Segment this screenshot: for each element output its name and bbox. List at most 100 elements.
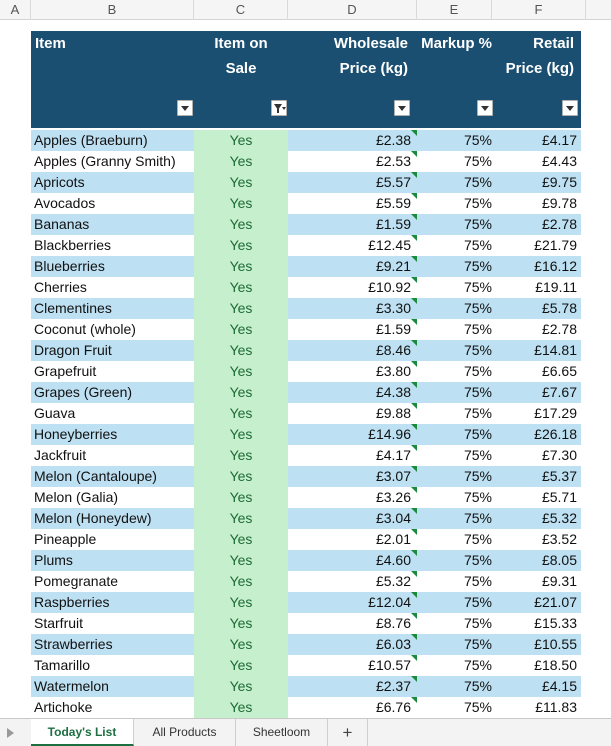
- filter-dropdown-item-icon[interactable]: [177, 100, 193, 116]
- markup-cell[interactable]: 75%: [463, 489, 492, 505]
- table-row[interactable]: Dragon Fruit Yes £8.46 75% £14.81: [31, 340, 581, 361]
- wholesale-price-cell[interactable]: £5.32: [375, 573, 411, 589]
- item-on-sale-cell[interactable]: Yes: [194, 592, 288, 613]
- wholesale-price-cell[interactable]: £1.59: [375, 216, 411, 232]
- retail-price-cell[interactable]: £17.29: [534, 405, 577, 421]
- item-cell[interactable]: Melon (Cantaloupe): [34, 468, 157, 484]
- markup-cell[interactable]: 75%: [463, 699, 492, 715]
- table-row[interactable]: Apples (Braeburn) Yes £2.38 75% £4.17: [31, 130, 581, 151]
- worksheet-grid[interactable]: Item Item on Sale Wholesale Price (kg) M…: [0, 21, 611, 718]
- filter-dropdown-retail-icon[interactable]: [562, 100, 578, 116]
- item-on-sale-cell[interactable]: Yes: [194, 277, 288, 298]
- wholesale-price-cell[interactable]: £5.59: [375, 195, 411, 211]
- markup-cell[interactable]: 75%: [463, 531, 492, 547]
- error-indicator-icon[interactable]: [411, 193, 417, 199]
- markup-cell[interactable]: 75%: [463, 279, 492, 295]
- table-row[interactable]: Raspberries Yes £12.04 75% £21.07: [31, 592, 581, 613]
- error-indicator-icon[interactable]: [411, 466, 417, 472]
- wholesale-price-cell[interactable]: £2.01: [375, 531, 411, 547]
- markup-cell[interactable]: 75%: [463, 678, 492, 694]
- table-row[interactable]: Coconut (whole) Yes £1.59 75% £2.78: [31, 319, 581, 340]
- wholesale-price-cell[interactable]: £3.30: [375, 300, 411, 316]
- column-header-f[interactable]: F: [492, 0, 586, 20]
- item-cell[interactable]: Apricots: [34, 174, 85, 190]
- tab-scroll-right-icon[interactable]: [7, 728, 14, 738]
- table-row[interactable]: Plums Yes £4.60 75% £8.05: [31, 550, 581, 571]
- item-on-sale-cell[interactable]: Yes: [194, 445, 288, 466]
- retail-price-cell[interactable]: £4.15: [541, 678, 577, 694]
- wholesale-price-cell[interactable]: £12.45: [368, 237, 411, 253]
- item-cell[interactable]: Apples (Granny Smith): [34, 153, 176, 169]
- retail-price-cell[interactable]: £9.31: [541, 573, 577, 589]
- retail-price-cell[interactable]: £19.11: [535, 279, 577, 295]
- wholesale-price-cell[interactable]: £12.04: [368, 594, 411, 610]
- header-markup[interactable]: Markup %: [421, 35, 492, 52]
- retail-price-cell[interactable]: £6.65: [541, 363, 577, 379]
- retail-price-cell[interactable]: £4.43: [541, 153, 577, 169]
- item-cell[interactable]: Coconut (whole): [34, 321, 136, 337]
- wholesale-price-cell[interactable]: £10.92: [368, 279, 411, 295]
- error-indicator-icon[interactable]: [411, 655, 417, 661]
- error-indicator-icon[interactable]: [411, 319, 417, 325]
- item-on-sale-cell[interactable]: Yes: [194, 151, 288, 172]
- markup-cell[interactable]: 75%: [463, 594, 492, 610]
- item-on-sale-cell[interactable]: Yes: [194, 466, 288, 487]
- markup-cell[interactable]: 75%: [463, 258, 492, 274]
- wholesale-price-cell[interactable]: £4.38: [375, 384, 411, 400]
- markup-cell[interactable]: 75%: [463, 195, 492, 211]
- retail-price-cell[interactable]: £5.37: [541, 468, 577, 484]
- markup-cell[interactable]: 75%: [463, 384, 492, 400]
- item-on-sale-cell[interactable]: Yes: [194, 361, 288, 382]
- table-row[interactable]: Grapes (Green) Yes £4.38 75% £7.67: [31, 382, 581, 403]
- error-indicator-icon[interactable]: [411, 487, 417, 493]
- item-cell[interactable]: Clementines: [34, 300, 112, 316]
- markup-cell[interactable]: 75%: [463, 636, 492, 652]
- error-indicator-icon[interactable]: [411, 235, 417, 241]
- table-row[interactable]: Melon (Galia) Yes £3.26 75% £5.71: [31, 487, 581, 508]
- item-cell[interactable]: Guava: [34, 405, 76, 421]
- item-cell[interactable]: Blueberries: [34, 258, 105, 274]
- item-cell[interactable]: Tamarillo: [34, 657, 91, 673]
- tab-sheetloom[interactable]: Sheetloom: [236, 719, 328, 746]
- error-indicator-icon[interactable]: [411, 676, 417, 682]
- table-row[interactable]: Melon (Honeydew) Yes £3.04 75% £5.32: [31, 508, 581, 529]
- wholesale-price-cell[interactable]: £9.88: [375, 405, 411, 421]
- table-row[interactable]: Jackfruit Yes £4.17 75% £7.30: [31, 445, 581, 466]
- item-cell[interactable]: Avocados: [34, 195, 96, 211]
- header-wholesale-line1[interactable]: Wholesale: [333, 35, 408, 52]
- wholesale-price-cell[interactable]: £1.59: [375, 321, 411, 337]
- column-header-c[interactable]: C: [194, 0, 288, 20]
- error-indicator-icon[interactable]: [411, 361, 417, 367]
- item-cell[interactable]: Watermelon: [34, 678, 109, 694]
- markup-cell[interactable]: 75%: [463, 657, 492, 673]
- column-header-e[interactable]: E: [417, 0, 492, 20]
- table-row[interactable]: Pineapple Yes £2.01 75% £3.52: [31, 529, 581, 550]
- item-cell[interactable]: Melon (Honeydew): [34, 510, 152, 526]
- item-on-sale-cell[interactable]: Yes: [194, 550, 288, 571]
- retail-price-cell[interactable]: £5.78: [541, 300, 577, 316]
- retail-price-cell[interactable]: £5.32: [541, 510, 577, 526]
- item-on-sale-cell[interactable]: Yes: [194, 172, 288, 193]
- wholesale-price-cell[interactable]: £3.80: [375, 363, 411, 379]
- error-indicator-icon[interactable]: [411, 298, 417, 304]
- column-header-a[interactable]: A: [0, 0, 31, 20]
- retail-price-cell[interactable]: £4.17: [541, 132, 577, 148]
- table-row[interactable]: Bananas Yes £1.59 75% £2.78: [31, 214, 581, 235]
- markup-cell[interactable]: 75%: [463, 342, 492, 358]
- error-indicator-icon[interactable]: [411, 277, 417, 283]
- item-on-sale-cell[interactable]: Yes: [194, 214, 288, 235]
- markup-cell[interactable]: 75%: [463, 363, 492, 379]
- error-indicator-icon[interactable]: [411, 529, 417, 535]
- table-row[interactable]: Apricots Yes £5.57 75% £9.75: [31, 172, 581, 193]
- item-on-sale-cell[interactable]: Yes: [194, 508, 288, 529]
- retail-price-cell[interactable]: £8.05: [541, 552, 577, 568]
- retail-price-cell[interactable]: £9.78: [541, 195, 577, 211]
- error-indicator-icon[interactable]: [411, 445, 417, 451]
- table-row[interactable]: Watermelon Yes £2.37 75% £4.15: [31, 676, 581, 697]
- markup-cell[interactable]: 75%: [463, 426, 492, 442]
- item-cell[interactable]: Starfruit: [34, 615, 84, 631]
- wholesale-price-cell[interactable]: £4.17: [375, 447, 411, 463]
- error-indicator-icon[interactable]: [411, 382, 417, 388]
- table-row[interactable]: Apples (Granny Smith) Yes £2.53 75% £4.43: [31, 151, 581, 172]
- table-row[interactable]: Starfruit Yes £8.76 75% £15.33: [31, 613, 581, 634]
